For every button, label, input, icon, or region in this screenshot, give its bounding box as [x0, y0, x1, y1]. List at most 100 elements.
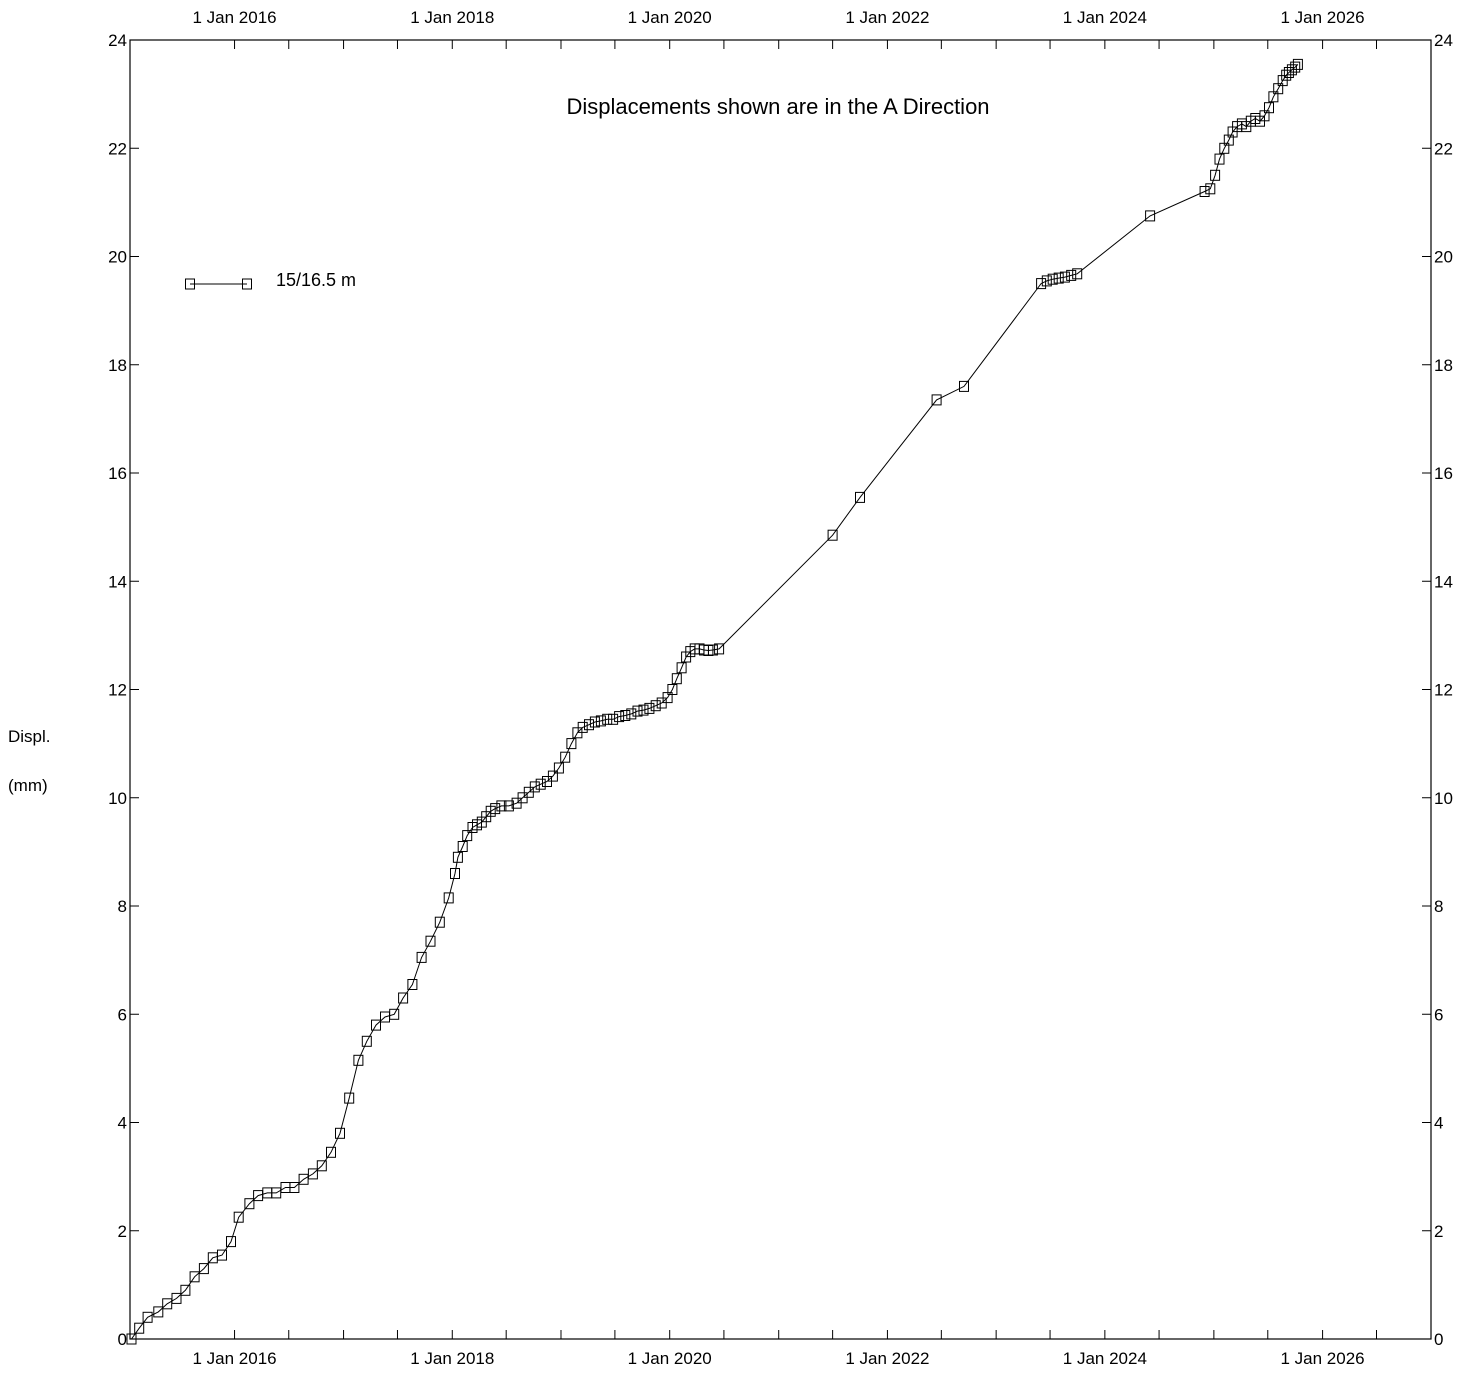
data-point-marker: [584, 719, 594, 731]
y-tick-label-left: 14: [108, 572, 127, 591]
y-tick-label-right: 8: [1434, 897, 1443, 916]
legend-marker-icon: [242, 278, 252, 290]
x-tick-label-bottom: 1 Jan 2022: [845, 1349, 929, 1368]
data-point-marker: [707, 644, 718, 656]
legend-marker-icon: [185, 278, 195, 290]
data-point-marker: [1223, 134, 1234, 146]
data-point-marker: [1066, 269, 1077, 281]
series-15-16-5m: [126, 58, 1303, 1345]
y-tick-label-right: 20: [1434, 248, 1453, 267]
data-point-marker: [676, 662, 687, 674]
y-tick-label-left: 0: [118, 1330, 127, 1349]
y-tick-label-right: 10: [1434, 789, 1453, 808]
x-tick-label-top: 1 Jan 2016: [192, 8, 276, 27]
data-point-marker: [180, 1284, 191, 1296]
data-point-marker: [1205, 183, 1216, 195]
data-point-marker: [226, 1236, 236, 1248]
data-point-marker: [608, 713, 619, 725]
data-point-marker: [452, 851, 463, 863]
data-point-marker: [1059, 271, 1070, 283]
y-tick-label-left: 20: [108, 248, 127, 267]
data-point-marker: [535, 778, 546, 790]
data-point-marker: [1145, 210, 1156, 222]
data-point-marker: [855, 491, 865, 503]
y-tick-label-left: 16: [108, 464, 127, 483]
legend: 15/16.5 m: [185, 270, 356, 290]
data-point-marker: [244, 1198, 255, 1210]
x-tick-label-top: 1 Jan 2020: [628, 8, 712, 27]
data-point-marker: [1072, 268, 1083, 280]
y-tick-label-right: 18: [1434, 356, 1453, 375]
x-tick-label-bottom: 1 Jan 2026: [1281, 1349, 1365, 1368]
data-point-marker: [671, 673, 682, 685]
data-point-marker: [644, 702, 655, 714]
data-point-marker: [371, 1019, 381, 1031]
y-tick-label-left: 8: [118, 897, 127, 916]
y-tick-label-right: 22: [1434, 139, 1453, 158]
y-tick-label-left: 4: [118, 1114, 127, 1133]
data-point-marker: [553, 762, 564, 774]
data-point-marker: [1199, 186, 1210, 197]
y-tick-label-left: 2: [118, 1222, 127, 1241]
y-axis-label-line1: Displ.: [8, 727, 51, 746]
x-tick-label-bottom: 1 Jan 2016: [192, 1349, 276, 1368]
x-tick-label-bottom: 1 Jan 2018: [410, 1349, 494, 1368]
data-point-marker: [589, 716, 600, 728]
y-tick-label-right: 14: [1434, 572, 1453, 591]
data-point-marker: [450, 868, 460, 879]
legend-label: 15/16.5 m: [276, 270, 356, 290]
data-point-marker: [233, 1211, 244, 1223]
data-point-marker: [189, 1271, 200, 1283]
y-axis-label-line2: (mm): [8, 776, 48, 795]
data-point-marker: [217, 1249, 227, 1261]
y-tick-label-left: 12: [108, 681, 127, 700]
data-point-marker: [632, 705, 643, 717]
series-line: [131, 64, 1299, 1340]
data-point-marker: [134, 1322, 145, 1334]
data-point-marker: [326, 1146, 336, 1158]
y-tick-label-left: 10: [108, 789, 127, 808]
y-tick-label-right: 4: [1434, 1114, 1443, 1133]
data-point-marker: [602, 713, 613, 725]
data-point-marker: [126, 1333, 137, 1345]
data-point-marker: [434, 916, 445, 928]
data-point-marker: [529, 781, 540, 793]
data-point-marker: [1036, 278, 1047, 290]
data-point-marker: [462, 830, 473, 842]
data-point-marker: [416, 951, 427, 963]
data-point-marker: [1264, 102, 1274, 114]
data-point-marker: [198, 1263, 209, 1275]
data-point-marker: [344, 1092, 355, 1104]
y-tick-label-right: 16: [1434, 464, 1453, 483]
tick-marks: [130, 39, 1431, 1340]
y-tick-label-right: 24: [1434, 31, 1453, 50]
y-tick-label-left: 24: [108, 31, 127, 50]
y-tick-label-left: 18: [108, 356, 127, 375]
data-point-marker: [566, 738, 577, 750]
x-tick-label-bottom: 1 Jan 2024: [1063, 1349, 1147, 1368]
data-point-marker: [560, 751, 571, 763]
data-point-marker: [638, 704, 649, 716]
data-point-marker: [496, 800, 507, 812]
chart-title: Displacements shown are in the A Directi…: [566, 94, 989, 119]
data-point-marker: [1210, 169, 1221, 181]
data-point-marker: [1047, 273, 1058, 285]
data-point-marker: [316, 1160, 327, 1172]
y-tick-label-left: 22: [108, 139, 127, 158]
data-point-marker: [650, 700, 661, 712]
data-point-marker: [398, 992, 409, 1004]
data-point-marker: [959, 380, 969, 392]
data-point-marker: [361, 1035, 372, 1047]
y-tick-label-right: 0: [1434, 1330, 1443, 1349]
data-point-marker: [1041, 275, 1052, 287]
y-tick-label-right: 6: [1434, 1005, 1443, 1024]
data-point-marker: [1053, 272, 1064, 284]
data-point-marker: [1292, 58, 1303, 70]
data-point-marker: [289, 1182, 300, 1193]
y-tick-label-right: 2: [1434, 1222, 1443, 1241]
x-tick-label-top: 1 Jan 2026: [1281, 8, 1365, 27]
data-point-marker: [457, 841, 468, 852]
data-point-marker: [614, 711, 625, 723]
